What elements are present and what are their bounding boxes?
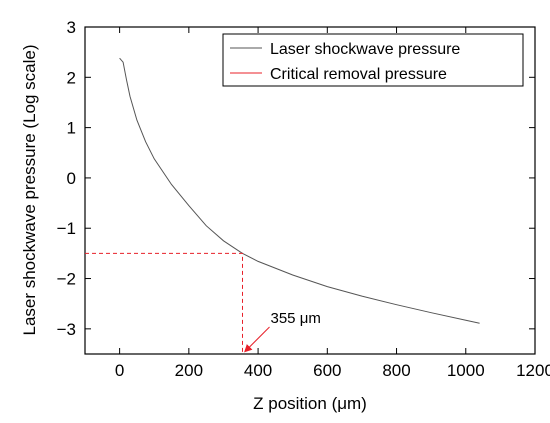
y-tick-label: −1 — [57, 219, 76, 238]
legend-label-shockwave: Laser shockwave pressure — [270, 41, 460, 58]
legend: Laser shockwave pressure Critical remova… — [222, 33, 524, 87]
x-axis-label: Z position (μm) — [253, 394, 367, 413]
y-tick-label: 0 — [67, 169, 76, 188]
y-tick-label: 3 — [67, 18, 76, 37]
x-tick-label: 1000 — [447, 361, 485, 380]
annotation-layer: 355 μm — [244, 310, 321, 353]
x-tick-label: 200 — [175, 361, 203, 380]
series-line-critical-removal-pressure — [85, 252, 243, 354]
x-tick-label: 600 — [313, 361, 341, 380]
y-tick-label: 1 — [67, 119, 76, 138]
y-tick-label: −2 — [57, 270, 76, 289]
y-axis-label: Laser shockwave pressure (Log scale) — [20, 44, 39, 335]
legend-label-critical: Critical removal pressure — [270, 66, 447, 83]
annotation-label: 355 μm — [271, 310, 321, 327]
y-tick-label: 2 — [67, 68, 76, 87]
x-tick-label: 400 — [244, 361, 272, 380]
x-tick-label: 0 — [115, 361, 124, 380]
legend-box — [222, 33, 524, 87]
annotation-arrow — [244, 326, 270, 353]
series-layer — [85, 57, 480, 354]
y-tick-label: −3 — [57, 320, 76, 339]
axis-ticks: 0 200 400 600 800 1000 1200 −3 −2 −1 0 1 2 3 — [57, 18, 550, 380]
x-tick-label: 800 — [382, 361, 410, 380]
series-line-shockwave-pressure — [119, 57, 480, 324]
x-tick-label: 1200 — [516, 361, 550, 380]
